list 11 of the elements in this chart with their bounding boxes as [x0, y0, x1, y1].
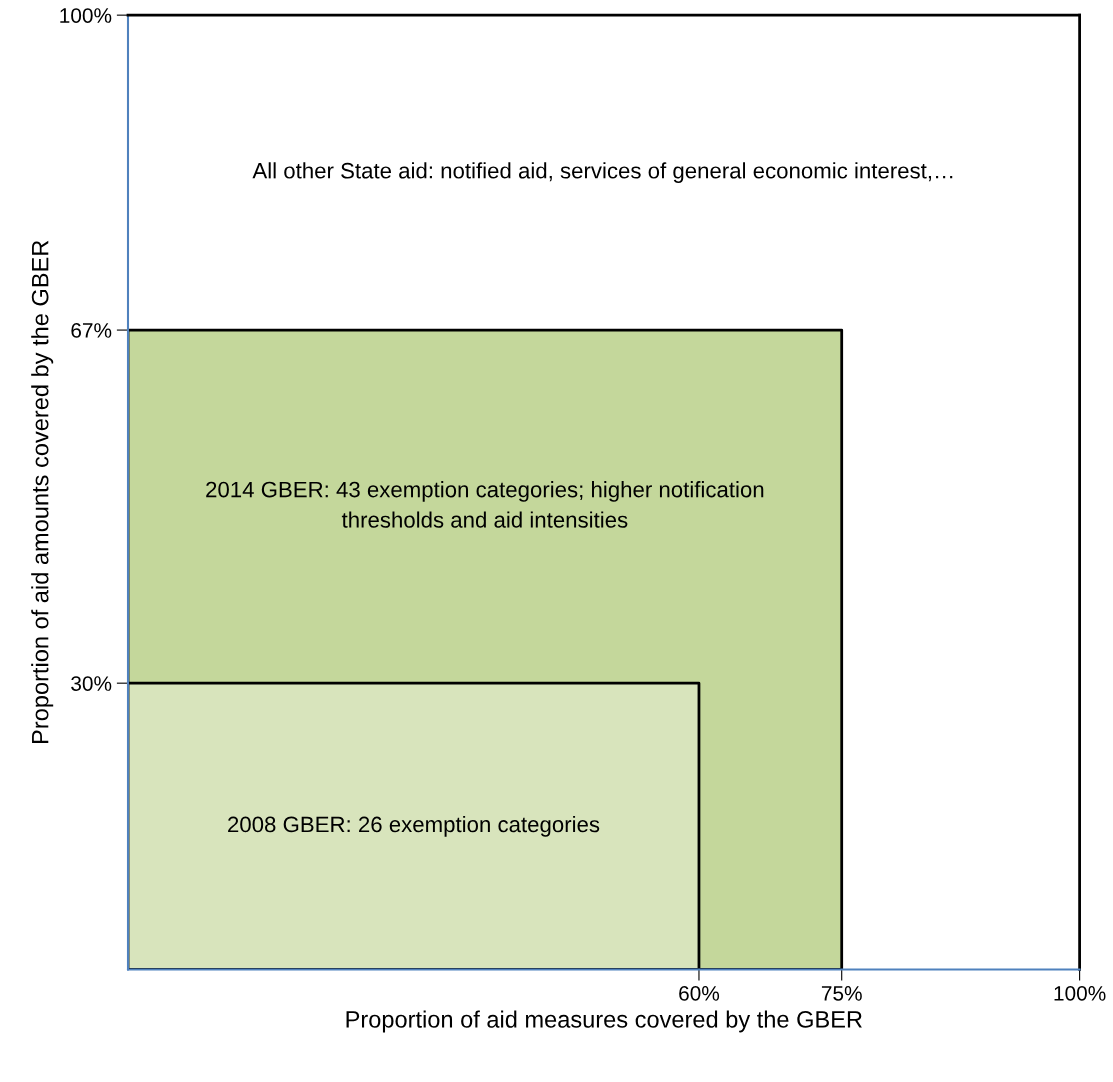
x-tick-label: 100% — [1054, 985, 1106, 1001]
y-tick-label: 30% — [71, 676, 112, 691]
y-tick-label: 67% — [71, 323, 112, 338]
x-axis-title: Proportion of aid measures covered by the GBER — [346, 1010, 862, 1033]
y-tick-label: 100% — [60, 8, 112, 23]
y-axis-title: Proportion of aid amounts covered by the GBER — [31, 240, 54, 743]
x-tick-label: 60% — [679, 985, 720, 1001]
annotation: 2008 GBER: 26 exemption categories — [228, 815, 600, 837]
annotation: 2014 GBER: 43 exemption categories; higher notification thresholds and aid intensities — [206, 481, 764, 528]
annotation: All other State aid: notified aid, services of general economic interest,… — [252, 162, 953, 183]
x-tick-label: 75% — [821, 986, 862, 1001]
